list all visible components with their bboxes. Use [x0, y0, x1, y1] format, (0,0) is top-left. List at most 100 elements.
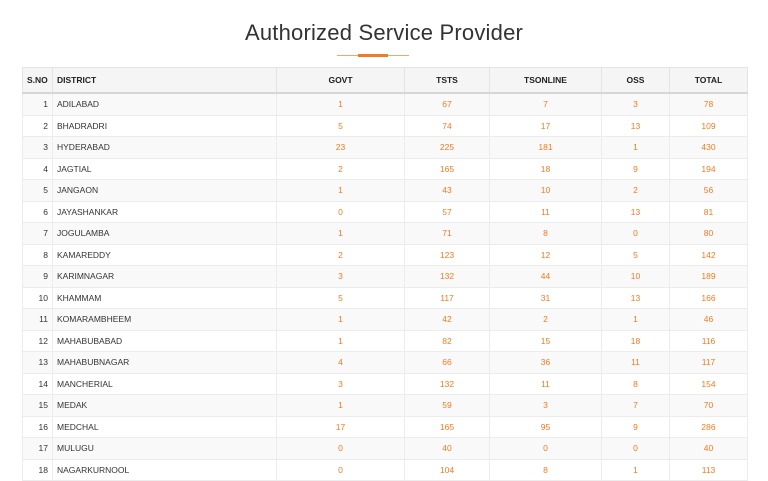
cell-tsonline[interactable]: 18 [489, 157, 602, 180]
cell-total[interactable]: 81 [669, 200, 748, 223]
cell-oss[interactable]: 13 [601, 286, 670, 309]
cell-tsts[interactable]: 42 [404, 308, 490, 331]
cell-govt[interactable]: 1 [276, 179, 405, 202]
cell-govt[interactable]: 23 [276, 136, 405, 159]
cell-total[interactable]: 166 [669, 286, 748, 309]
cell-total[interactable]: 113 [669, 458, 748, 481]
cell-tsonline[interactable]: 15 [489, 329, 602, 352]
cell-total[interactable]: 117 [669, 351, 748, 374]
cell-total[interactable]: 430 [669, 136, 748, 159]
cell-total[interactable]: 70 [669, 394, 748, 417]
cell-total[interactable]: 109 [669, 114, 748, 137]
column-header-tsonline[interactable]: TSONLINE [489, 67, 602, 94]
cell-tsonline[interactable]: 11 [489, 372, 602, 395]
cell-tsts[interactable]: 43 [404, 179, 490, 202]
cell-tsts[interactable]: 165 [404, 415, 490, 438]
cell-tsts[interactable]: 123 [404, 243, 490, 266]
cell-tsts[interactable]: 82 [404, 329, 490, 352]
cell-tsonline[interactable]: 10 [489, 179, 602, 202]
cell-tsonline[interactable]: 12 [489, 243, 602, 266]
cell-govt[interactable]: 1 [276, 394, 405, 417]
cell-oss[interactable]: 11 [601, 351, 670, 374]
cell-govt[interactable]: 1 [276, 222, 405, 245]
cell-oss[interactable]: 1 [601, 308, 670, 331]
cell-govt[interactable]: 1 [276, 92, 405, 116]
cell-govt[interactable]: 3 [276, 372, 405, 395]
cell-total[interactable]: 154 [669, 372, 748, 395]
cell-tsonline[interactable]: 3 [489, 394, 602, 417]
cell-tsts[interactable]: 59 [404, 394, 490, 417]
cell-total[interactable]: 189 [669, 265, 748, 288]
cell-total[interactable]: 116 [669, 329, 748, 352]
cell-tsts[interactable]: 132 [404, 265, 490, 288]
cell-total[interactable]: 78 [669, 92, 748, 116]
cell-tsonline[interactable]: 31 [489, 286, 602, 309]
cell-tsts[interactable]: 74 [404, 114, 490, 137]
cell-oss[interactable]: 8 [601, 372, 670, 395]
cell-tsts[interactable]: 67 [404, 92, 490, 116]
cell-tsts[interactable]: 117 [404, 286, 490, 309]
cell-tsonline[interactable]: 17 [489, 114, 602, 137]
cell-tsts[interactable]: 71 [404, 222, 490, 245]
cell-tsts[interactable]: 57 [404, 200, 490, 223]
cell-govt[interactable]: 1 [276, 308, 405, 331]
cell-oss[interactable]: 9 [601, 157, 670, 180]
cell-total[interactable]: 80 [669, 222, 748, 245]
column-header-sno[interactable]: S.NO [22, 67, 53, 94]
column-header-oss[interactable]: OSS [601, 67, 670, 94]
cell-govt[interactable]: 17 [276, 415, 405, 438]
cell-oss[interactable]: 0 [601, 222, 670, 245]
cell-govt[interactable]: 2 [276, 157, 405, 180]
cell-oss[interactable]: 7 [601, 394, 670, 417]
cell-oss[interactable]: 3 [601, 92, 670, 116]
cell-oss[interactable]: 1 [601, 136, 670, 159]
cell-tsonline[interactable]: 0 [489, 437, 602, 460]
cell-tsonline[interactable]: 2 [489, 308, 602, 331]
cell-oss[interactable]: 18 [601, 329, 670, 352]
cell-district: KARIMNAGAR [52, 265, 277, 288]
cell-oss[interactable]: 13 [601, 114, 670, 137]
cell-total[interactable]: 40 [669, 437, 748, 460]
cell-tsonline[interactable]: 181 [489, 136, 602, 159]
cell-total[interactable]: 286 [669, 415, 748, 438]
column-header-tsts[interactable]: TSTS [404, 67, 490, 94]
cell-govt[interactable]: 1 [276, 329, 405, 352]
cell-tsonline[interactable]: 44 [489, 265, 602, 288]
cell-govt[interactable]: 5 [276, 286, 405, 309]
cell-oss[interactable]: 0 [601, 437, 670, 460]
cell-tsonline[interactable]: 95 [489, 415, 602, 438]
cell-govt[interactable]: 3 [276, 265, 405, 288]
column-header-govt[interactable]: GOVT [276, 67, 405, 94]
cell-oss[interactable]: 1 [601, 458, 670, 481]
cell-total[interactable]: 194 [669, 157, 748, 180]
cell-tsts[interactable]: 66 [404, 351, 490, 374]
cell-total[interactable]: 46 [669, 308, 748, 331]
cell-sno: 10 [22, 286, 53, 309]
cell-sno: 3 [22, 136, 53, 159]
cell-oss[interactable]: 13 [601, 200, 670, 223]
cell-oss[interactable]: 10 [601, 265, 670, 288]
cell-total[interactable]: 56 [669, 179, 748, 202]
cell-tsts[interactable]: 225 [404, 136, 490, 159]
cell-tsts[interactable]: 165 [404, 157, 490, 180]
cell-govt[interactable]: 0 [276, 437, 405, 460]
cell-tsonline[interactable]: 8 [489, 222, 602, 245]
cell-tsonline[interactable]: 36 [489, 351, 602, 374]
cell-tsonline[interactable]: 11 [489, 200, 602, 223]
column-header-total[interactable]: TOTAL [669, 67, 748, 94]
cell-govt[interactable]: 5 [276, 114, 405, 137]
cell-govt[interactable]: 0 [276, 200, 405, 223]
cell-total[interactable]: 142 [669, 243, 748, 266]
cell-oss[interactable]: 9 [601, 415, 670, 438]
column-header-district[interactable]: DISTRICT [52, 67, 277, 94]
cell-govt[interactable]: 4 [276, 351, 405, 374]
cell-tsonline[interactable]: 8 [489, 458, 602, 481]
cell-tsonline[interactable]: 7 [489, 92, 602, 116]
cell-oss[interactable]: 5 [601, 243, 670, 266]
cell-tsts[interactable]: 132 [404, 372, 490, 395]
cell-tsts[interactable]: 40 [404, 437, 490, 460]
cell-tsts[interactable]: 104 [404, 458, 490, 481]
cell-govt[interactable]: 0 [276, 458, 405, 481]
cell-oss[interactable]: 2 [601, 179, 670, 202]
cell-govt[interactable]: 2 [276, 243, 405, 266]
